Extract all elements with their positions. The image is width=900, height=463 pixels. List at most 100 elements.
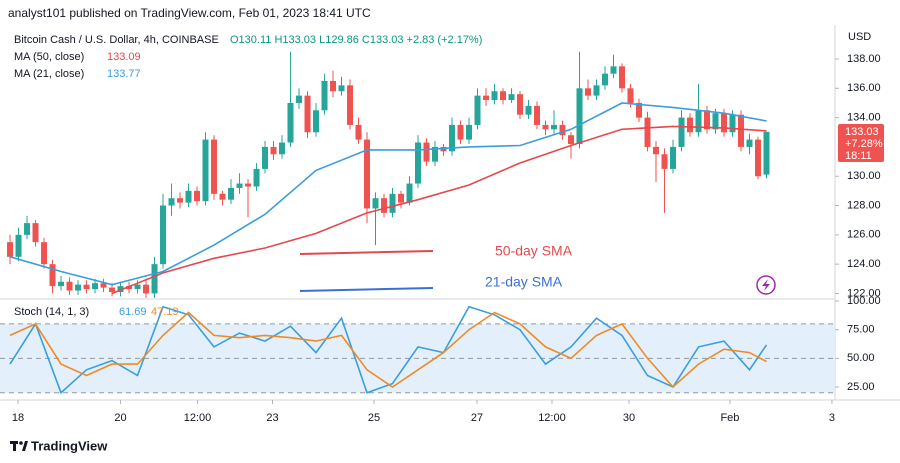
price-box — [838, 124, 884, 162]
candle-body — [389, 193, 396, 213]
candle-body — [177, 198, 184, 203]
candle-body — [228, 187, 235, 200]
candle-body — [321, 80, 328, 111]
candle-body — [253, 168, 260, 187]
candle-body — [508, 94, 515, 101]
candle-body — [754, 139, 761, 177]
candle-body — [126, 286, 133, 290]
line — [111, 125, 767, 295]
candle-body — [398, 193, 405, 203]
stoch-title: Stoch (14, 1, 3) — [14, 306, 89, 318]
logo-part — [22, 441, 28, 451]
candle-body — [627, 88, 634, 103]
icon-bolt[interactable] — [762, 279, 770, 291]
y-tick-label: 136.00 — [847, 82, 881, 94]
candle-body — [338, 85, 345, 92]
sma21-sample — [299, 287, 434, 292]
last-change: +7.28% — [845, 138, 883, 150]
candle-body — [24, 223, 31, 235]
y-tick-label: 126.00 — [847, 229, 881, 241]
candle-body — [491, 91, 498, 101]
candle-body — [610, 66, 617, 74]
candle-body — [330, 80, 337, 92]
logo-part — [19, 441, 23, 445]
candle-body — [15, 234, 22, 257]
legend-value: 61.69 — [119, 306, 147, 318]
footer-logo — [10, 441, 28, 451]
candle-body — [457, 124, 464, 140]
candle-body — [355, 124, 362, 140]
candle-body — [763, 131, 770, 175]
candle-body — [296, 95, 303, 103]
x-tick-label: 20 — [114, 412, 126, 424]
x-tick-label: 30 — [623, 412, 635, 424]
candle-body — [720, 113, 727, 133]
candle-body — [304, 95, 311, 133]
candle-body — [483, 95, 490, 101]
line — [9, 305, 768, 395]
last-price: 133.03 — [845, 126, 879, 138]
candle-body — [245, 183, 252, 187]
candle-body — [92, 283, 99, 290]
candle-body — [474, 95, 481, 125]
annotation: 21-day SMA — [485, 274, 563, 290]
published-line: analyst101 published on TradingView.com,… — [8, 6, 371, 20]
legend-name: MA (21, close) — [14, 68, 84, 80]
legend-value: 133.09 — [107, 51, 141, 63]
candle-body — [75, 284, 82, 291]
candle-body — [525, 105, 532, 115]
candle-body — [602, 73, 609, 86]
candle-body — [347, 85, 354, 125]
stoch-pane — [0, 305, 835, 395]
candle-body — [143, 284, 150, 294]
candle-body — [423, 142, 430, 162]
candle-body — [100, 283, 107, 288]
candle-body — [83, 284, 90, 290]
candle-body — [236, 183, 243, 188]
line — [9, 311, 767, 389]
legend-value: 47.19 — [151, 306, 179, 318]
candle-body — [593, 85, 600, 96]
y-tick-label: 128.00 — [847, 199, 881, 211]
price-pane — [7, 51, 770, 298]
countdown: 18:11 — [845, 150, 872, 162]
y-tick-label: 130.00 — [847, 170, 881, 182]
y-tick-label: 50.00 — [847, 352, 875, 364]
currency: USD — [848, 31, 871, 43]
candle-body — [219, 193, 226, 200]
x-tick-label: 12:00 — [184, 412, 212, 424]
last-price-box: 133.03 +7.28% 18:11 — [838, 124, 884, 162]
legend-value: 133.77 — [107, 68, 141, 80]
candle-body — [703, 110, 710, 130]
ohlc-values: O130.11 H133.03 L129.86 C133.03 +2.83 (+… — [230, 34, 482, 46]
candle-body — [635, 102, 642, 118]
flash-icon[interactable] — [756, 275, 776, 295]
candle-body — [32, 223, 39, 243]
candle-body — [287, 102, 294, 143]
symbol-title: Bitcoin Cash / U.S. Dollar, 4h, COINBASE — [14, 34, 219, 46]
candle-body — [517, 94, 524, 115]
candle-body — [262, 146, 269, 169]
candle-body — [542, 124, 549, 130]
candle-body — [134, 284, 141, 290]
candle-body — [669, 146, 676, 169]
annotation: 50-day SMA — [495, 243, 573, 259]
candle-body — [534, 105, 541, 125]
candle-body — [619, 66, 626, 89]
candle-body — [109, 287, 116, 292]
candle-body — [211, 139, 218, 194]
candle-body — [568, 135, 575, 144]
candle-body — [449, 124, 456, 152]
candle-body — [712, 113, 719, 130]
y-tick-label: 124.00 — [847, 258, 881, 270]
plot — [7, 51, 770, 298]
y-tick-label: 75.00 — [847, 324, 875, 336]
x-tick-label: 3 — [829, 412, 835, 424]
candle-body — [737, 114, 744, 147]
candle-body — [117, 286, 124, 292]
candle-body — [66, 281, 73, 291]
y-tick-label: 134.00 — [847, 112, 881, 124]
candle-body — [644, 117, 651, 147]
candle-body — [746, 139, 753, 147]
